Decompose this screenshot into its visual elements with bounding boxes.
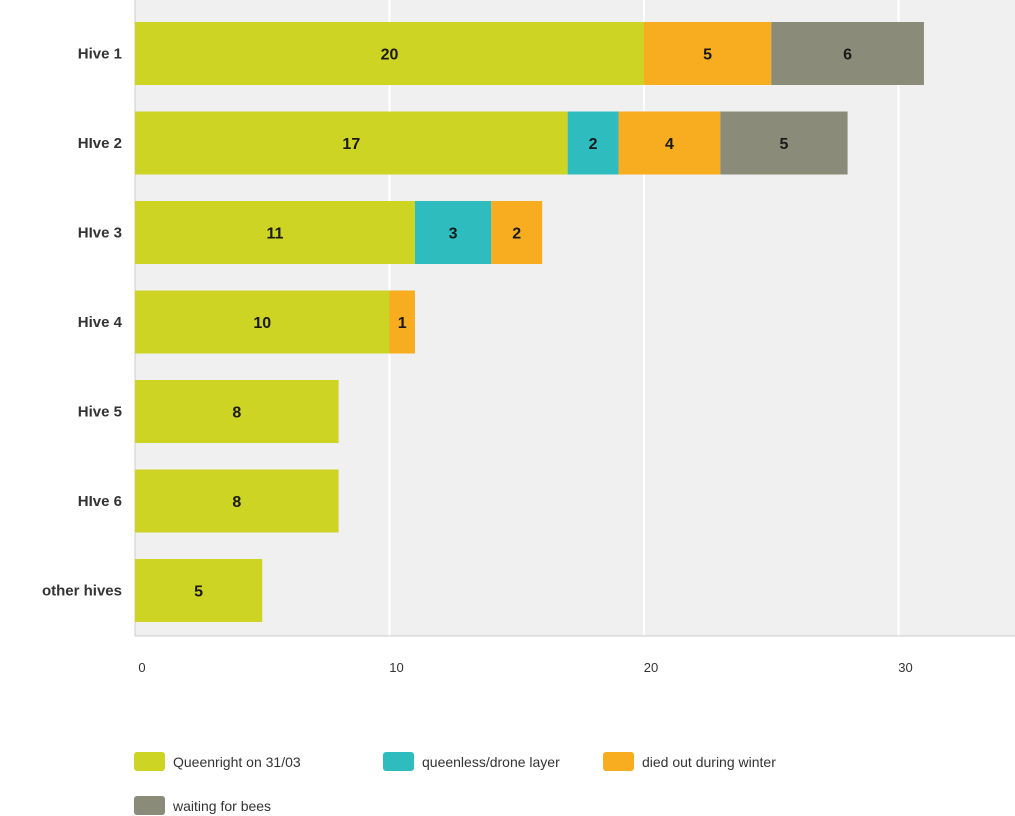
legend-swatch (383, 752, 414, 771)
bar-row: 11 3 2 (135, 201, 543, 264)
bar-row: 8 (135, 469, 339, 533)
data-label: 10 (253, 315, 271, 332)
category-label: other hives (42, 583, 122, 600)
bar-row: 5 (135, 559, 263, 622)
category-label: HIve 3 (78, 225, 122, 242)
category-label: Hive 1 (78, 46, 122, 63)
bar-segment (135, 380, 339, 443)
data-label: 17 (342, 136, 360, 153)
tick-label: 0 (138, 660, 145, 675)
legend-label: died out during winter (642, 753, 776, 770)
category-label: HIve 2 (78, 135, 122, 152)
legend-item: queenless/drone layer (383, 752, 560, 771)
legend-swatch (134, 752, 165, 771)
data-label: 5 (194, 584, 203, 601)
legend-item: waiting for bees (134, 796, 271, 815)
legend-swatch (134, 796, 165, 815)
data-label: 6 (843, 47, 852, 64)
bar-row: 17 2 4 5 (135, 111, 848, 175)
category-label: HIve 6 (78, 493, 122, 510)
legend-label: waiting for bees (173, 797, 272, 814)
data-label: 5 (780, 136, 789, 153)
bar-segment (567, 111, 619, 175)
tick-label: 30 (898, 660, 912, 675)
tick-label: 10 (389, 660, 403, 675)
bar-row: 20 5 6 (135, 22, 924, 85)
bar-segment (414, 201, 492, 264)
bar-segment (135, 559, 263, 622)
bar-segment (135, 290, 390, 354)
bar-segment (135, 469, 339, 533)
bar-segment (389, 290, 415, 354)
bar-segment (135, 201, 415, 264)
bar-segment (491, 201, 543, 264)
data-label: 3 (449, 226, 458, 243)
category-labels: Hive 1 HIve 2 HIve 3 Hive 4 Hive 5 HIve 6 othe… (42, 46, 123, 600)
legend-item: Queenright on 31/03 (134, 752, 301, 771)
bar-row: 10 1 (135, 290, 415, 354)
bar-segment (135, 22, 644, 85)
legend-swatch (603, 752, 634, 771)
bar-segment (618, 111, 721, 175)
bar-row: 8 (135, 380, 339, 443)
x-tick-labels: 0 10 20 30 (138, 660, 912, 675)
legend-label: Queenright on 31/03 (173, 753, 301, 770)
bar-segment (771, 22, 924, 85)
bar-segment (135, 111, 568, 175)
data-label: 4 (665, 136, 674, 153)
bar-segment (720, 111, 848, 175)
legend-label: queenless/drone layer (422, 753, 560, 770)
data-label: 20 (381, 47, 399, 64)
tick-label: 20 (644, 660, 658, 675)
data-label: 2 (589, 136, 598, 153)
data-label: 2 (512, 226, 521, 243)
data-label: 8 (232, 494, 241, 511)
legend-item: died out during winter (603, 752, 776, 771)
category-label: Hive 4 (78, 314, 123, 331)
data-label: 5 (703, 47, 712, 64)
bar-segment (644, 22, 772, 85)
data-label: 11 (267, 226, 284, 243)
data-label: 8 (232, 405, 241, 422)
data-label: 1 (398, 315, 407, 332)
category-label: Hive 5 (78, 404, 122, 421)
